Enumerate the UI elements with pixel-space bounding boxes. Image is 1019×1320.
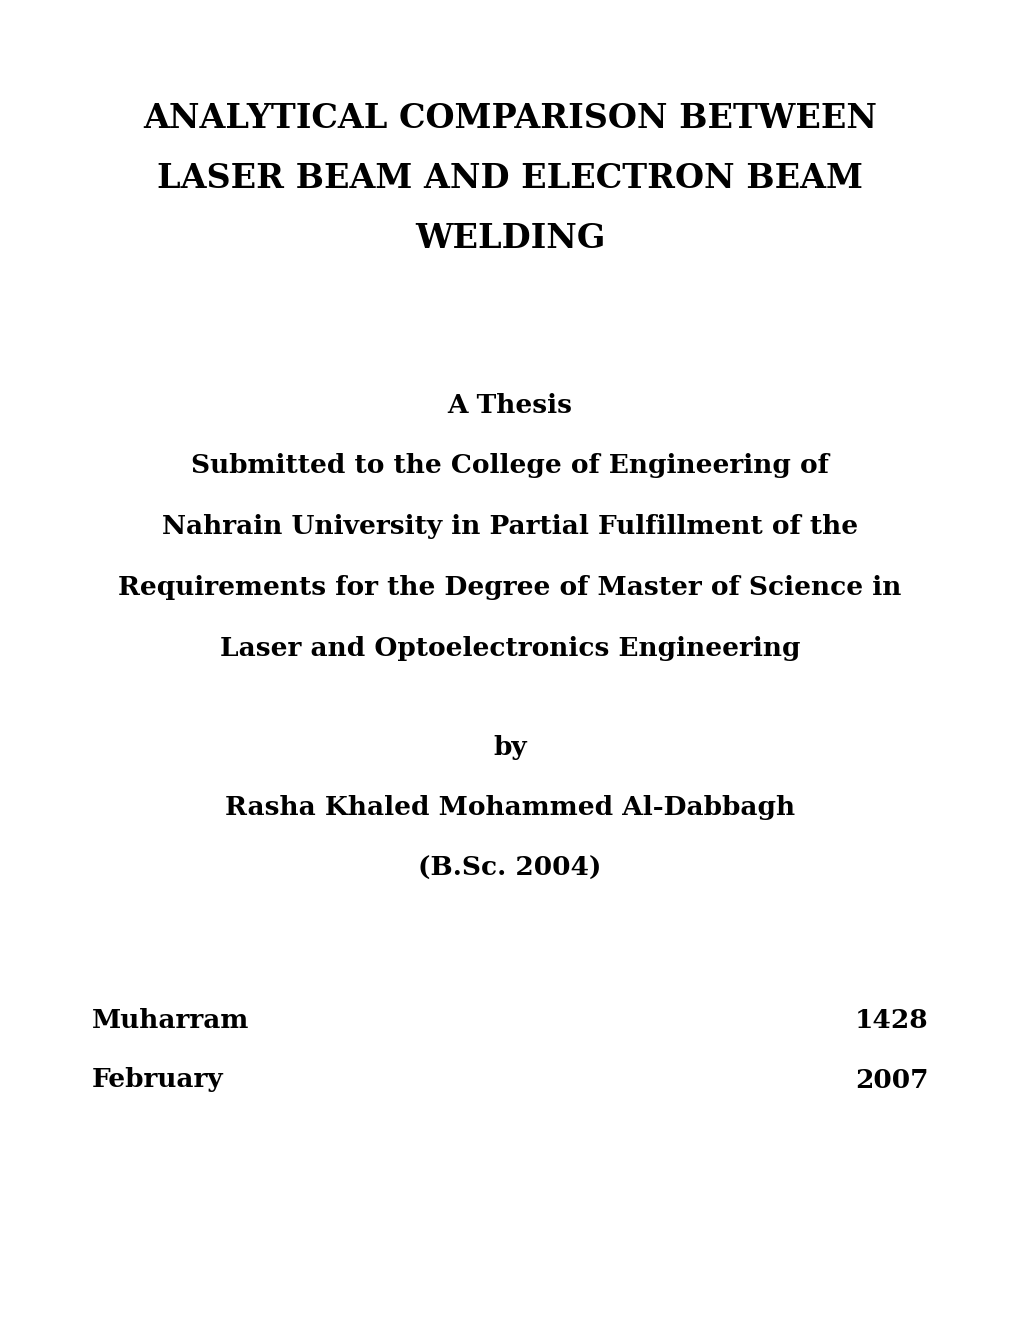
Text: (B.Sc. 2004): (B.Sc. 2004) <box>418 855 601 880</box>
Text: Laser and Optoelectronics Engineering: Laser and Optoelectronics Engineering <box>219 635 800 660</box>
Text: 1428: 1428 <box>854 1007 927 1032</box>
Text: Muharram: Muharram <box>92 1007 249 1032</box>
Text: WELDING: WELDING <box>415 222 604 255</box>
Text: February: February <box>92 1068 223 1093</box>
Text: ANALYTICAL COMPARISON BETWEEN: ANALYTICAL COMPARISON BETWEEN <box>143 102 876 135</box>
Text: Requirements for the Degree of Master of Science in: Requirements for the Degree of Master of… <box>118 576 901 601</box>
Text: Submitted to the College of Engineering of: Submitted to the College of Engineering … <box>191 453 828 478</box>
Text: by: by <box>493 735 526 760</box>
Text: 2007: 2007 <box>854 1068 927 1093</box>
Text: Rasha Khaled Mohammed Al-Dabbagh: Rasha Khaled Mohammed Al-Dabbagh <box>225 796 794 821</box>
Text: Nahrain University in Partial Fulfillment of the: Nahrain University in Partial Fulfillmen… <box>162 515 857 540</box>
Text: LASER BEAM AND ELECTRON BEAM: LASER BEAM AND ELECTRON BEAM <box>157 161 862 194</box>
Text: A Thesis: A Thesis <box>447 392 572 417</box>
